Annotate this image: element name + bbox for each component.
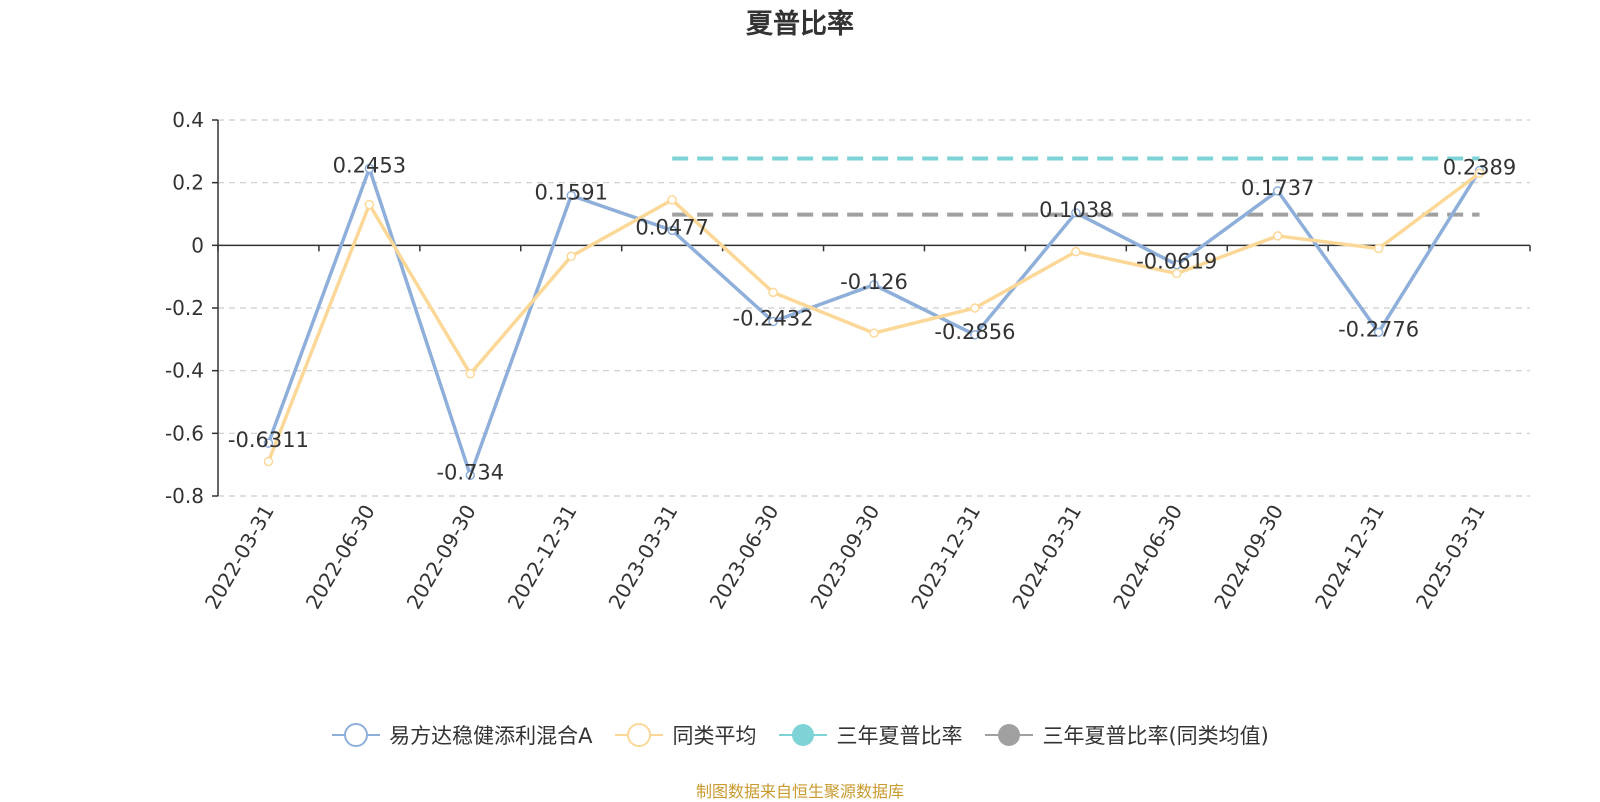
x-tick-label: 2024-03-31 — [1007, 501, 1086, 614]
peer-average-series-line-point — [1474, 168, 1485, 179]
fund-series-line-point — [1172, 259, 1182, 270]
y-tick-label: 0.2 — [172, 171, 204, 195]
data-label: -0.126 — [840, 270, 908, 294]
x-tick-label: 2022-09-30 — [402, 501, 481, 614]
peer-average-series-line-point — [1373, 243, 1384, 254]
x-tick-label: 2023-03-31 — [604, 501, 683, 614]
fund-series-line-point — [263, 438, 274, 448]
x-tick-label: 2022-12-31 — [503, 501, 582, 614]
legend: 易方达稳健添利混合A 同类平均 三年夏普比率 三年夏普比率(同类均值) — [0, 720, 1600, 750]
x-tick-label: 2024-06-30 — [1108, 501, 1187, 614]
legend-label: 同类平均 — [672, 724, 757, 748]
series-lines — [263, 163, 1485, 481]
fund-series-line-point — [768, 316, 778, 327]
fund-series-line-point — [465, 470, 476, 481]
data-label: -0.6311 — [228, 428, 309, 452]
peer-average-series-line-point — [1071, 246, 1081, 257]
x-tick-label: 2023-12-31 — [906, 501, 985, 614]
legend-marker-icon — [332, 723, 381, 747]
peer-average-series-line-point — [1272, 231, 1283, 241]
x-tick-label: 2023-06-30 — [705, 501, 784, 614]
legend-label: 易方达稳健添利混合A — [389, 724, 593, 748]
peer-average-series-line-point — [364, 199, 375, 210]
x-tick-label: 2025-03-31 — [1411, 501, 1490, 614]
legend-item[interactable]: 三年夏普比率 — [778, 720, 962, 750]
peer-average-series-line-point — [465, 369, 476, 379]
y-tick-label: -0.8 — [165, 484, 204, 508]
legend-label: 三年夏普比率(同类均值) — [1042, 724, 1269, 748]
x-tick-label: 2024-09-30 — [1209, 501, 1288, 614]
data-label: -0.0619 — [1136, 250, 1217, 274]
y-tick-label: 0.4 — [172, 108, 204, 132]
peer-average-series-line-point — [768, 287, 778, 298]
y-tick-label: 0 — [191, 233, 204, 257]
x-tick-label: 2023-09-30 — [805, 501, 884, 614]
data-label: 0.2389 — [1443, 155, 1516, 179]
fund-series-line-point — [566, 190, 576, 201]
data-label: 0.1038 — [1039, 198, 1112, 222]
legend-item[interactable]: 三年夏普比率(同类均值) — [984, 720, 1269, 750]
legend-item[interactable]: 易方达稳健添利混合A — [331, 720, 592, 750]
fund-series-line-point — [970, 330, 980, 340]
x-tick-label: 2022-03-31 — [200, 501, 279, 614]
peer-average-series-line-point — [970, 303, 980, 313]
data-label: 0.2453 — [333, 153, 406, 177]
peer-average-series-line-point — [667, 195, 677, 205]
fund-series-line-point — [667, 225, 677, 236]
data-labels: -0.6311 0.2453 -0.734 0.1591 0.0477 -0.2432 -0… — [228, 153, 1516, 484]
fund-series-line-point — [1272, 186, 1283, 196]
peer-average-series-line-point — [263, 456, 274, 467]
legend-label: 三年夏普比率 — [836, 724, 963, 748]
data-label: -0.734 — [436, 460, 504, 484]
legend-marker-icon — [779, 724, 828, 746]
data-label: 0.1737 — [1241, 176, 1314, 200]
data-label: -0.2856 — [934, 320, 1015, 344]
legend-marker-icon — [985, 724, 1034, 746]
grid-lines — [218, 119, 1530, 497]
legend-marker-icon — [615, 723, 664, 747]
data-label: 0.1591 — [534, 180, 607, 204]
fund-series-line-point — [1071, 208, 1081, 218]
peer-average-series-line-point — [1172, 268, 1182, 279]
fund-series-line-point — [1373, 327, 1384, 338]
source-note: 制图数据来自恒生聚源数据库 — [695, 782, 904, 801]
x-tick-label: 2022-06-30 — [301, 501, 380, 614]
data-label: 0.0477 — [635, 215, 708, 239]
peer-average-series-line-point — [869, 328, 879, 338]
legend-item[interactable]: 同类平均 — [614, 720, 756, 750]
fund-series-line-point — [869, 280, 879, 290]
y-tick-label: -0.6 — [165, 421, 204, 445]
data-label: -0.2432 — [733, 307, 814, 331]
fund-series-line-point — [364, 163, 375, 174]
chart-title: 夏普比率 — [746, 9, 854, 40]
data-label: -0.2776 — [1338, 317, 1419, 341]
x-tick-label: 2024-12-31 — [1310, 501, 1389, 614]
y-tick-label: -0.2 — [165, 296, 204, 320]
y-tick-label: -0.4 — [165, 359, 204, 383]
peer-average-series-line-point — [566, 251, 576, 262]
